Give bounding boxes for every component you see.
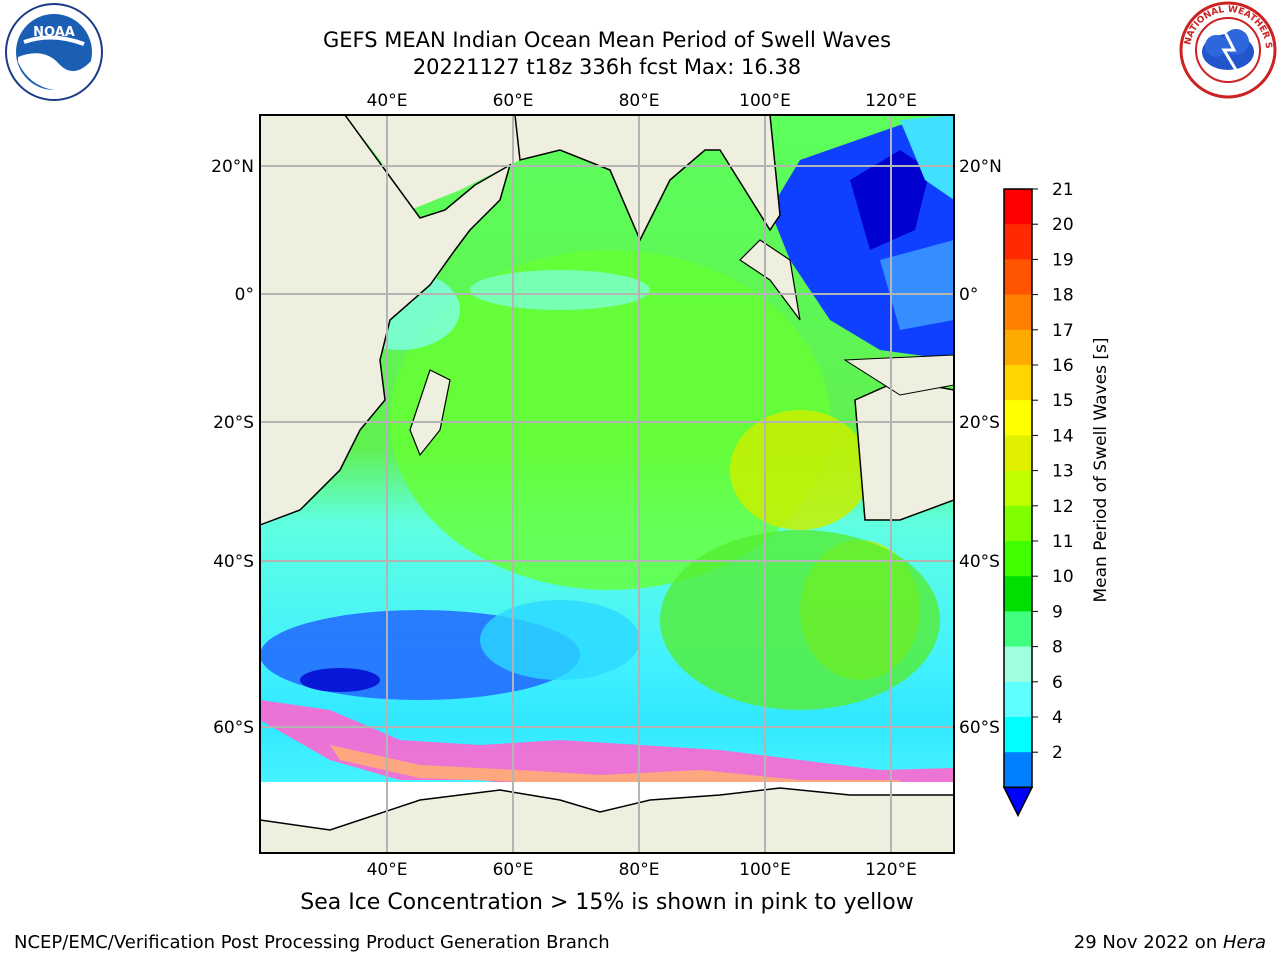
colorbar-segment: [1004, 224, 1032, 260]
caption: Sea Ice Concentration > 15% is shown in …: [300, 890, 914, 915]
colorbar-tick-label: 6: [1052, 673, 1063, 693]
colorbar-tick-label: 16: [1052, 356, 1074, 376]
colorbar-tick-label: 8: [1052, 638, 1063, 658]
colorbar-tick-label: 19: [1052, 250, 1074, 270]
lon-label-bottom: 60°E: [493, 860, 534, 880]
credit-left: NCEP/EMC/Verification Post Processing Pr…: [14, 932, 610, 953]
lon-label-bottom: 40°E: [367, 860, 408, 880]
colorbar-segment: [1004, 470, 1032, 507]
lat-label-right: 40°S: [959, 552, 1000, 572]
colorbar-segment: [1004, 329, 1032, 366]
colorbar-tick-label: 11: [1052, 532, 1074, 552]
australia-land: [854, 379, 954, 521]
colorbar-segment: [1004, 576, 1032, 612]
nws-logo: NATIONAL WEATHER SERVICE: [1175, 0, 1278, 100]
lon-label-bottom: 120°E: [865, 860, 917, 880]
colorbar-segment: [1004, 541, 1032, 577]
colorbar-segment: [1004, 435, 1032, 472]
madagascar-land: [409, 369, 451, 457]
lat-label-right: 20°N: [959, 157, 1002, 177]
antarctica-land: [260, 787, 954, 853]
india-asia-land: [514, 115, 781, 242]
colorbar-segment: [1004, 400, 1032, 436]
colorbar-tick-label: 4: [1052, 708, 1063, 728]
lat-label-left: 20°S: [213, 413, 254, 433]
lat-label-left: 0°: [235, 285, 254, 305]
credit-right: 29 Nov 2022 on Hera: [1074, 932, 1266, 953]
colorbar-segment: [1004, 681, 1032, 718]
map-frame: [259, 114, 955, 854]
colorbar-segment: [1004, 611, 1032, 648]
colorbar-tick-label: 12: [1052, 497, 1074, 517]
lat-label-right: 20°S: [959, 413, 1000, 433]
colorbar-tick-label: 21: [1052, 180, 1074, 200]
colorbar-tick-label: 2: [1052, 743, 1063, 763]
colorbar-tick-label: 18: [1052, 286, 1074, 306]
lon-label-top: 80°E: [619, 91, 660, 111]
colorbar-label: Mean Period of Swell Waves [s]: [1091, 338, 1111, 603]
colorbar: 21 20 19 18 17 16 15 14 13 12 11 10 9 8 6 4 2: [1002, 180, 1074, 818]
colorbar-extend-arrow: [1002, 786, 1034, 818]
colorbar-tick-label: 20: [1052, 215, 1074, 235]
lat-label-left: 20°N: [211, 157, 254, 177]
swell-patch-central: [390, 250, 830, 590]
colorbar-segment: [1004, 646, 1032, 683]
swell-patch-high-west-australia: [730, 410, 870, 530]
lon-label-top: 100°E: [739, 91, 791, 111]
colorbar-segment: [1004, 717, 1032, 753]
colorbar-tick-label: 17: [1052, 321, 1074, 341]
colorbar-segment: [1004, 365, 1032, 401]
colorbar-segment: [1004, 505, 1032, 542]
noaa-logo-text: NOAA: [33, 25, 75, 40]
lon-label-bottom: 100°E: [739, 860, 791, 880]
chart-subtitle: 20221127 t18z 336h fcst Max: 16.38: [412, 55, 802, 79]
lon-label-bottom: 80°E: [619, 860, 660, 880]
gridlines: [260, 115, 954, 853]
chart-title: GEFS MEAN Indian Ocean Mean Period of Sw…: [322, 28, 892, 52]
colorbar-tick-label: 9: [1052, 602, 1063, 622]
credit-date: 29 Nov 2022 on: [1073, 932, 1223, 953]
credit-host: Hera: [1222, 932, 1266, 953]
colorbar-segment: [1004, 259, 1032, 296]
colorbar-segment: [1004, 752, 1032, 788]
map-area: [260, 115, 954, 853]
colorbar-segment: [1004, 189, 1032, 225]
lon-label-top: 40°E: [367, 91, 408, 111]
colorbar-tick-label: 15: [1052, 391, 1074, 411]
lat-label-left: 60°S: [213, 718, 254, 738]
colorbar-segment: [1004, 294, 1032, 331]
lon-label-top: 60°E: [493, 91, 534, 111]
lon-label-top: 120°E: [865, 91, 917, 111]
colorbar-tick-label: 13: [1052, 462, 1074, 482]
swell-patch-equator: [470, 270, 650, 310]
colorbar-tick-label: 14: [1052, 426, 1074, 446]
noaa-logo: NOAA: [4, 2, 104, 102]
lat-label-right: 60°S: [959, 718, 1000, 738]
colorbar-tick-label: 10: [1052, 567, 1074, 587]
swell-patch-south-east: [660, 530, 940, 710]
lat-label-right: 0°: [959, 285, 978, 305]
lat-label-left: 40°S: [213, 552, 254, 572]
colorbar-frame: [1003, 188, 1033, 789]
